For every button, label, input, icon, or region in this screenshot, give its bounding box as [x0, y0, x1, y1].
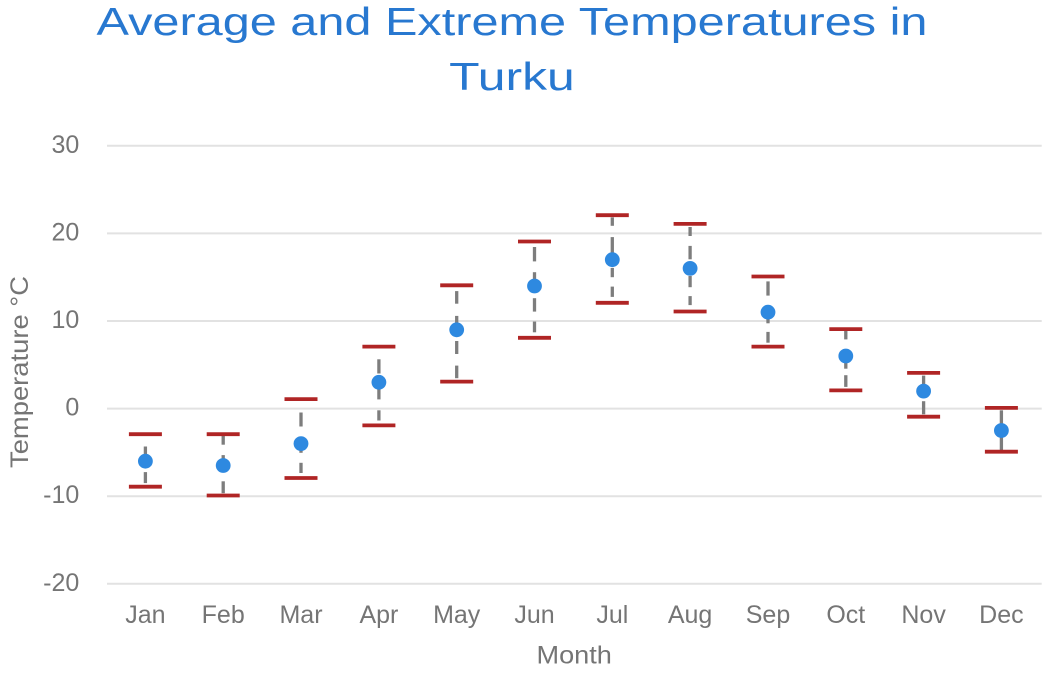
- svg-text:10: 10: [51, 306, 79, 334]
- svg-text:Jul: Jul: [596, 601, 628, 629]
- svg-text:Sep: Sep: [746, 601, 790, 629]
- svg-text:Turku: Turku: [449, 56, 575, 99]
- svg-text:20: 20: [51, 218, 79, 246]
- svg-text:Jan: Jan: [125, 601, 165, 629]
- svg-text:Nov: Nov: [901, 601, 946, 629]
- svg-text:30: 30: [51, 131, 79, 159]
- svg-text:0: 0: [65, 394, 79, 422]
- svg-text:Mar: Mar: [279, 601, 322, 629]
- svg-text:Temperature °C: Temperature °C: [6, 276, 34, 468]
- svg-text:Feb: Feb: [202, 601, 245, 629]
- svg-text:May: May: [433, 601, 481, 629]
- svg-text:Average and Extreme Temperatur: Average and Extreme Temperatures in: [97, 1, 928, 44]
- svg-text:Oct: Oct: [826, 601, 865, 629]
- svg-text:Aug: Aug: [668, 601, 712, 629]
- svg-text:-10: -10: [43, 481, 79, 509]
- svg-text:Dec: Dec: [979, 601, 1023, 629]
- svg-text:-20: -20: [43, 569, 79, 597]
- svg-text:Month: Month: [537, 642, 612, 670]
- svg-text:Jun: Jun: [514, 601, 554, 629]
- svg-text:Apr: Apr: [359, 601, 398, 629]
